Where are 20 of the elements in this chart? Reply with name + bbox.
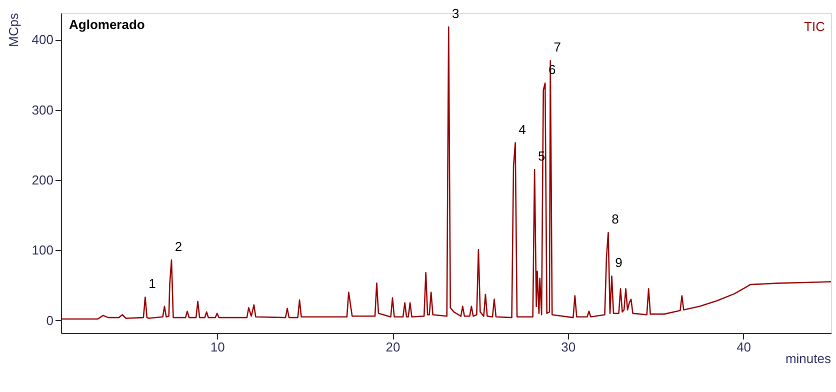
y-tick-label: 400	[32, 32, 54, 48]
x-tick-label: 20	[386, 340, 400, 354]
annotation: 2	[174, 239, 182, 254]
y-axis-title: MCps	[6, 12, 21, 47]
x-axis-title: minutes	[785, 351, 832, 366]
annotation: 9	[615, 255, 622, 270]
annotation: 8	[612, 212, 619, 227]
annotation: 3	[452, 6, 460, 22]
y-tick-label: 200	[32, 172, 54, 188]
x-tick-label: 30	[561, 340, 576, 354]
annotation: 1	[148, 276, 156, 292]
chart-title: Aglomerado	[69, 17, 145, 32]
y-tick-label: 300	[32, 102, 54, 118]
annotation: 4	[518, 122, 526, 137]
y-tick-label: 100	[32, 242, 54, 258]
annotation: 7	[554, 40, 561, 55]
x-tick-label: 40	[736, 340, 752, 354]
annotation: TIC	[804, 19, 825, 34]
x-tick-label: 10	[210, 340, 225, 354]
y-tick-label: 0	[46, 312, 54, 328]
